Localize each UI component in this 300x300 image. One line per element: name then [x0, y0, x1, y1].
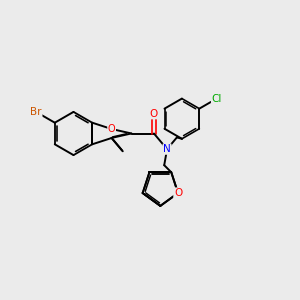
- Text: O: O: [174, 188, 182, 198]
- Text: N: N: [163, 144, 171, 154]
- Text: O: O: [108, 124, 116, 134]
- Text: Br: Br: [30, 107, 42, 117]
- Text: O: O: [150, 109, 158, 119]
- Text: Cl: Cl: [212, 94, 222, 103]
